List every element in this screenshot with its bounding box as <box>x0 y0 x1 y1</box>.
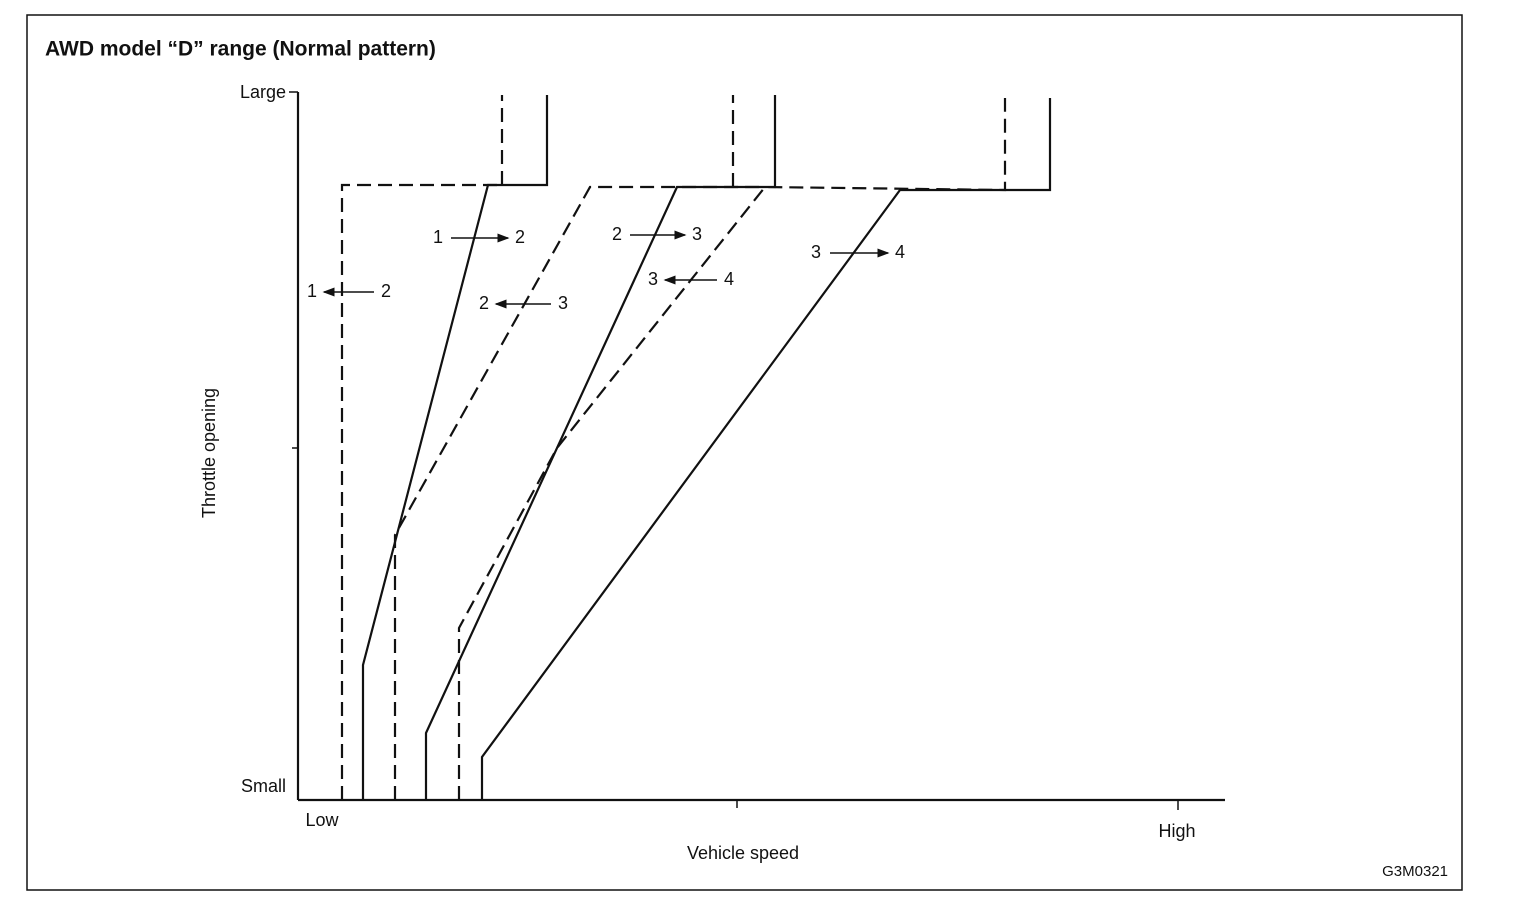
axes <box>289 91 1225 810</box>
frame <box>26 14 1463 891</box>
gear-to: 3 <box>692 224 702 244</box>
shift-label: 3 4 <box>811 242 905 262</box>
gear-to: 1 <box>307 281 317 301</box>
gear-to: 2 <box>479 293 489 313</box>
x-axis-label: Vehicle speed <box>687 843 799 863</box>
shift-label: 1 2 <box>433 227 525 247</box>
x-right-label: High <box>1158 821 1195 841</box>
gear-to: 3 <box>648 269 658 289</box>
y-bottom-label: Small <box>241 776 286 796</box>
gear-from: 4 <box>724 269 734 289</box>
shift-label: 2 3 <box>612 224 702 244</box>
gear-from: 2 <box>381 281 391 301</box>
x-left-label: Low <box>305 810 339 830</box>
gear-from: 3 <box>811 242 821 262</box>
figure-code: G3M0321 <box>1382 863 1448 880</box>
gear-to: 4 <box>895 242 905 262</box>
shift-label: 1 2 <box>307 281 391 301</box>
title: AWD model “D” range (Normal pattern) <box>45 38 436 61</box>
gear-from: 3 <box>558 293 568 313</box>
shift-label: 2 3 <box>479 293 568 313</box>
shift-label: 3 4 <box>648 269 734 289</box>
shift-curves <box>340 95 1052 800</box>
gear-from: 2 <box>612 224 622 244</box>
y-top-label: Large <box>240 82 286 102</box>
gear-from: 1 <box>433 227 443 247</box>
y-axis-label: Throttle opening <box>199 388 219 518</box>
gear-to: 2 <box>515 227 525 247</box>
